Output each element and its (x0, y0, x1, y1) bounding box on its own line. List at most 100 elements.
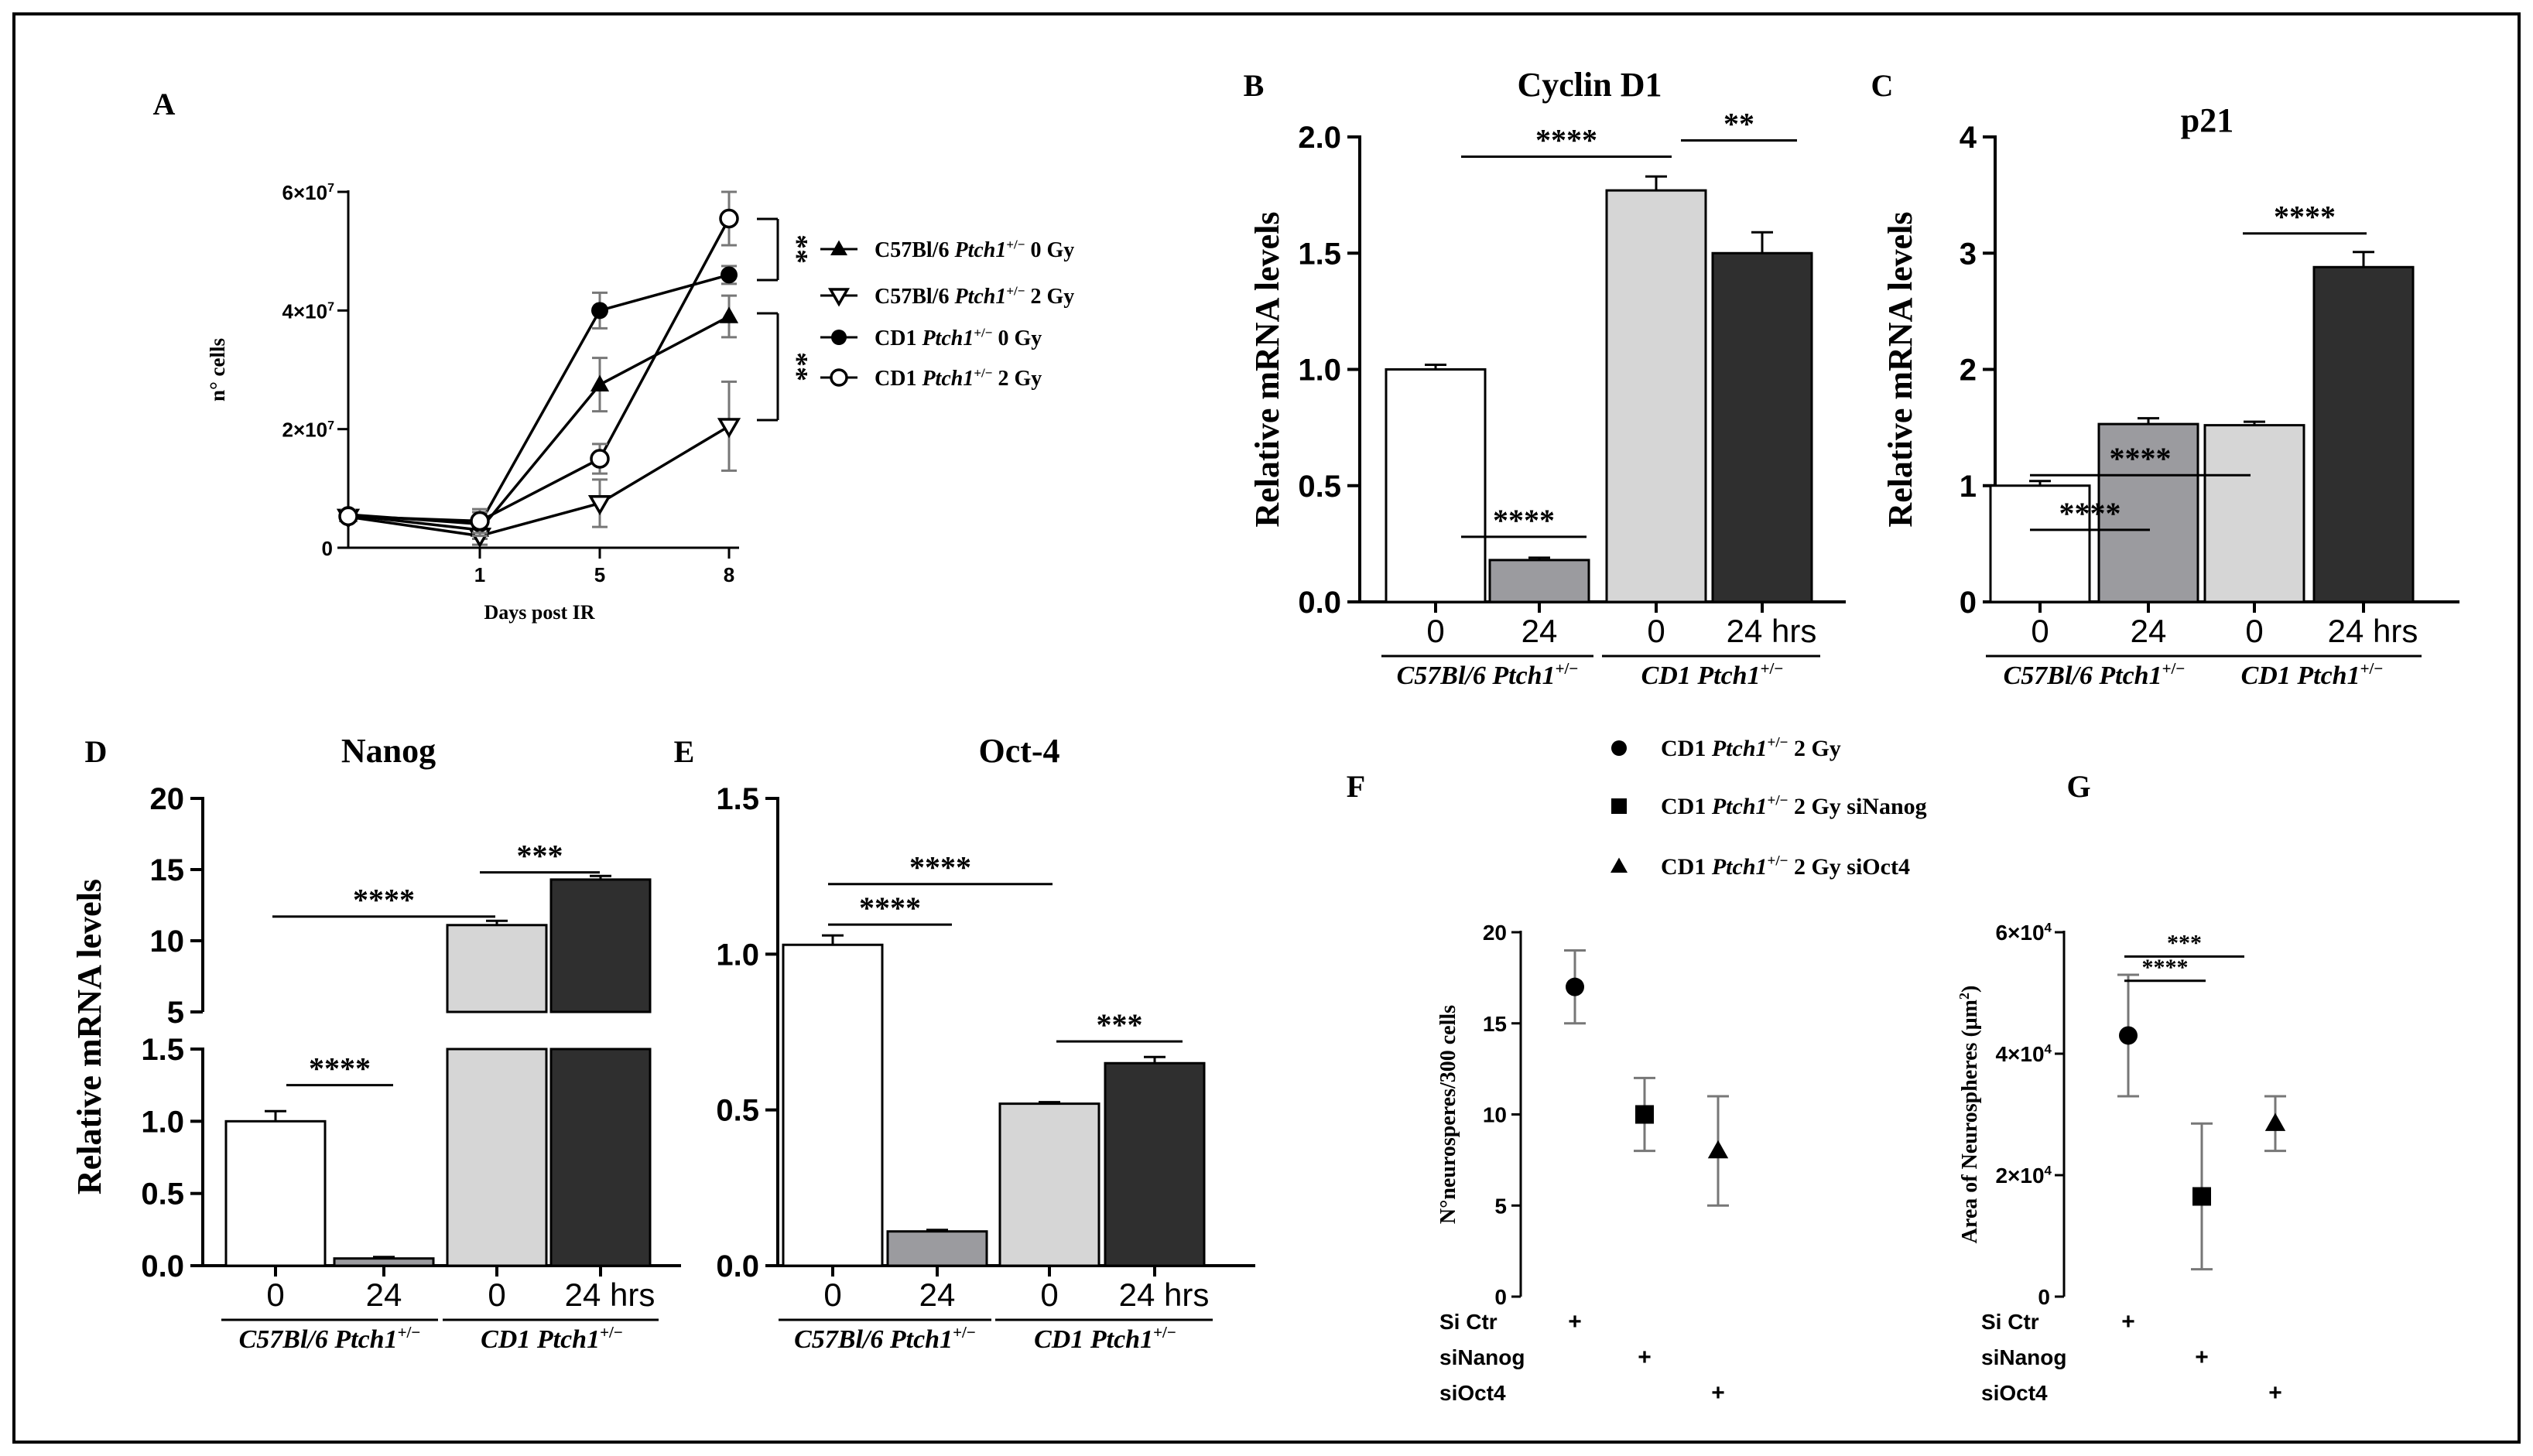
point-a-3-3 (719, 208, 739, 229)
tick-label-d-x-3: 24 hrs (565, 1277, 655, 1313)
tick-label-c-y-1: 1 (1960, 470, 1977, 504)
bar-b-0 (1385, 368, 1487, 603)
group-label-d-1: C57Bl/6 Ptch1+/− (239, 1323, 421, 1354)
sig-c-1-label: **** (2110, 441, 2172, 476)
group-label-b-2: CD1 Ptch1+/− (1641, 659, 1784, 690)
group-label-e-1: C57Bl/6 Ptch1+/− (794, 1323, 976, 1354)
tick-label-f-y-4: 20 (1483, 921, 1507, 945)
axis-label-d-y: Relative mRNA levels (70, 879, 108, 1195)
tick-label-e-x-3: 24 hrs (1119, 1277, 1210, 1313)
tick-label-e-y-2: 1.0 (716, 938, 759, 972)
panel-letter-b: B (1244, 68, 1265, 103)
point-g-2 (2264, 1113, 2286, 1131)
tick-label-c-x-2: 0 (2245, 613, 2263, 649)
tick-label-d-y-lower-3: 1.5 (141, 1033, 184, 1067)
point-f-1 (1635, 1105, 1654, 1124)
bar-e-2 (998, 1102, 1100, 1267)
tick-label-d-y-upper-3: 20 (150, 782, 185, 816)
tick-label-b-x-0: 0 (1426, 613, 1444, 649)
group-label-b-1: C57Bl/6 Ptch1+/− (1397, 659, 1579, 690)
sig-b-2-label: ** (1723, 107, 1754, 142)
point-a-3-1 (470, 511, 490, 531)
panel-letter-f: F (1347, 769, 1365, 804)
tick-label-b-y-3: 1.5 (1298, 237, 1341, 271)
group-label-d-2: CD1 Ptch1+/− (481, 1323, 623, 1354)
treatment-mark-g-2: + (2268, 1380, 2282, 1406)
tick-label-c-x-3: 24 hrs (2328, 613, 2418, 649)
tick-label-d-y-lower-0: 0.0 (141, 1249, 184, 1283)
point-a-1-2 (587, 494, 612, 516)
tick-label-g-y-3: 6×104 (1995, 920, 2052, 945)
axis-label-c-y: Relative mRNA levels (1881, 211, 1919, 527)
tick-label-d-y-upper-2: 15 (150, 853, 185, 887)
panel-f: F 0 5 10 15 20 N°neurosperes/300 cells Si Ctr + s… (1347, 735, 1927, 1406)
bar-b-3 (1711, 251, 1813, 603)
axis-label-g-y: Area of Neurospheres (μm2) (1956, 986, 1982, 1244)
tick-label-e-y-3: 1.5 (716, 782, 759, 816)
legend-a-marker-2 (831, 330, 847, 345)
legend-fg-label-2: CD1 Ptch1+/− 2 Gy siOct4 (1661, 853, 1910, 880)
panel-letter-g: G (2066, 769, 2090, 804)
tick-label-a-x-2: 8 (724, 563, 734, 586)
legend-fg-label-1: CD1 Ptch1+/− 2 Gy siNanog (1661, 793, 1927, 819)
tick-label-a-x-1: 5 (594, 563, 605, 586)
series-a-3-line (347, 217, 731, 523)
tick-label-d-y-upper-0: 5 (167, 996, 184, 1030)
treatment-label-f-0: Si Ctr (1439, 1310, 1498, 1334)
bar-c-3 (2312, 265, 2415, 603)
tick-label-d-y-lower-1: 0.5 (141, 1177, 184, 1212)
tick-label-a-y-0: 0 (322, 537, 333, 560)
bar-c-2 (2203, 424, 2305, 603)
tick-label-f-y-3: 15 (1483, 1012, 1507, 1036)
series-a-2-line (347, 273, 730, 526)
tick-label-g-y-0: 0 (2038, 1285, 2050, 1309)
tick-label-b-y-1: 0.5 (1298, 470, 1341, 504)
treatment-mark-f-2: + (1711, 1380, 1725, 1406)
treatment-label-f-1: siNanog (1439, 1345, 1525, 1369)
sig-g-1-label: *** (2167, 930, 2202, 955)
legend-a-marker-0 (830, 240, 847, 255)
axis-label-b-y: Relative mRNA levels (1248, 211, 1286, 527)
tick-label-e-x-0: 0 (823, 1277, 841, 1313)
tick-label-g-y-1: 2×104 (1995, 1163, 2052, 1188)
point-a-0-3 (719, 306, 739, 323)
sig-a-2: ** (781, 352, 813, 381)
bar-c-1 (2097, 422, 2199, 603)
sig-e-0-label: **** (859, 890, 921, 925)
tick-label-b-y-2: 1.0 (1298, 354, 1341, 388)
bar-b-2 (1605, 189, 1707, 603)
point-a-3-0 (338, 506, 358, 527)
bar-d-1 (333, 1257, 435, 1267)
tick-label-c-y-4: 4 (1960, 121, 1977, 155)
legend-fg-marker-2 (1611, 857, 1628, 873)
panel-a: A 0 2×107 4×107 6×107 1 5 8 Days post IR n° cells… (153, 87, 1075, 624)
panel-b: B Cyclin D1 0.0 0.5 1.0 1.5 2.0 Relative mRNA l… (1244, 66, 1846, 690)
point-g-0 (2119, 1026, 2138, 1045)
legend-a-label-2: CD1 Ptch1+/− 0 Gy (875, 325, 1042, 350)
panel-letter-d: D (85, 734, 108, 769)
point-f-0 (1566, 977, 1584, 996)
treatment-label-f-2: siOct4 (1439, 1381, 1506, 1405)
bar-e-1 (886, 1230, 988, 1267)
axis-label-f-y: N°neurosperes/300 cells (1436, 1005, 1460, 1224)
tick-label-c-x-1: 24 (2131, 613, 2167, 649)
group-label-e-2: CD1 Ptch1+/− (1034, 1323, 1176, 1354)
bar-d-3-upper (549, 878, 652, 1013)
tick-label-b-x-2: 0 (1647, 613, 1665, 649)
bar-b-1 (1488, 559, 1590, 603)
sig-c-2-label: **** (2274, 200, 2336, 234)
chart-title-e: Oct-4 (978, 732, 1059, 770)
tick-label-e-x-1: 24 (919, 1277, 956, 1313)
tick-label-e-y-1: 0.5 (716, 1094, 759, 1128)
tick-label-b-y-0: 0.0 (1298, 586, 1341, 620)
bar-e-3 (1104, 1061, 1206, 1267)
panel-letter-a: A (153, 87, 176, 121)
sig-b-1-label: **** (1535, 123, 1597, 158)
tick-label-a-y-2: 4×107 (282, 299, 335, 323)
axis-label-a-x: Days post IR (484, 601, 594, 624)
tick-label-e-x-2: 0 (1040, 1277, 1058, 1313)
point-f-2 (1707, 1140, 1729, 1159)
tick-label-f-y-0: 0 (1494, 1285, 1507, 1309)
treatment-mark-f-0: + (1568, 1309, 1582, 1335)
